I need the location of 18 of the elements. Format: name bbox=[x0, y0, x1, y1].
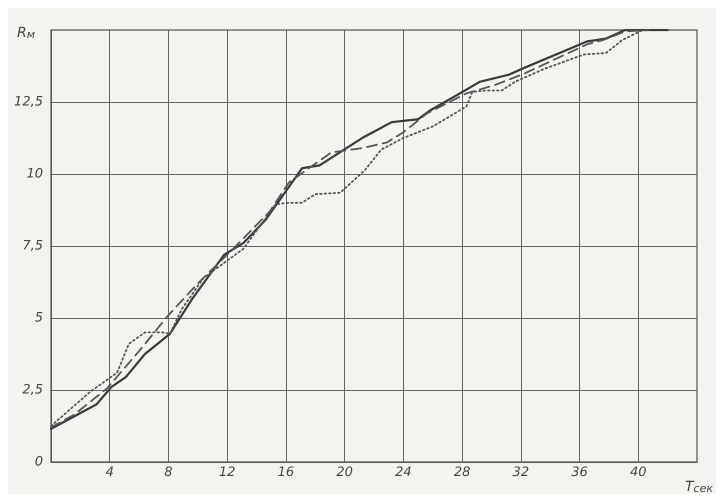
x-axis-title: Tсек bbox=[684, 479, 714, 495]
x-tick-label: 40 bbox=[630, 465, 647, 480]
x-tick-label: 20 bbox=[336, 465, 353, 480]
x-tick-label: 28 bbox=[454, 465, 470, 480]
y-tick-label: 0 bbox=[34, 454, 43, 470]
y-tick-label: 10 bbox=[26, 166, 43, 182]
y-tick-label: 12,5 bbox=[14, 94, 43, 110]
x-tick-label: 12 bbox=[218, 465, 236, 480]
x-tick-label: 4 bbox=[106, 465, 114, 480]
x-tick-label: 32 bbox=[512, 465, 530, 480]
x-tick-label: 36 bbox=[571, 465, 588, 480]
y-tick-label: 7,5 bbox=[22, 238, 43, 254]
y-tick-label: 5 bbox=[34, 310, 43, 326]
x-tick-label: 8 bbox=[164, 465, 173, 480]
y-tick-label: 2,5 bbox=[22, 382, 43, 398]
y-axis-title: Rм bbox=[17, 25, 36, 41]
x-tick-label: 16 bbox=[278, 465, 294, 480]
x-tick-label: 24 bbox=[395, 465, 412, 480]
